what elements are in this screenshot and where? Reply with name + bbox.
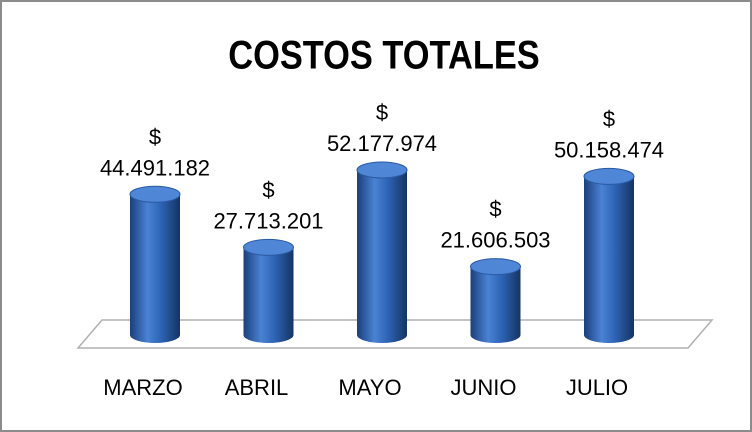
data-label: $50.158.474 (554, 106, 664, 162)
cylinder-body (243, 247, 294, 343)
data-label: $21.606.503 (440, 196, 550, 252)
x-tick-label: JUNIO (451, 375, 517, 400)
x-tick-label: ABRIL (225, 375, 289, 400)
chart-title: COSTOS TOTALES (228, 32, 539, 77)
cylinder-body (357, 170, 407, 343)
data-label: $52.177.974 (327, 100, 437, 156)
cylinder-top (356, 161, 408, 179)
cylinder-top (243, 238, 294, 256)
x-tick-label: MAYO (338, 375, 401, 400)
x-tick-label: MARZO (103, 375, 182, 400)
cylinder-body (130, 194, 180, 343)
cylinder-top (470, 258, 521, 276)
cylinder-top (583, 167, 635, 185)
cylinder-body (470, 266, 521, 343)
data-label: $27.713.201 (213, 177, 323, 233)
data-label: $44.491.182 (100, 124, 210, 180)
cylinder-body (584, 176, 634, 343)
x-tick-label: JULIO (566, 375, 628, 400)
cylinder-top (129, 185, 181, 203)
